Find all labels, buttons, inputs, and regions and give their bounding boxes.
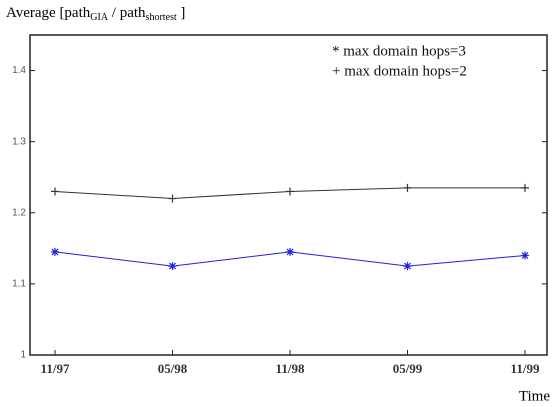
title-sub: GIA [90,12,109,23]
title-part: Average [path [6,5,91,21]
y-tick-label: 1.4 [12,65,26,76]
y-tick-label: 1.3 [12,136,26,147]
x-tick-label: 11/97 [41,361,70,376]
title-sub: shortest [146,12,177,23]
y-tick-label: 1.2 [12,207,26,218]
x-tick-label: 05/99 [393,361,423,376]
point [521,251,529,260]
legend-entry: + max domain hops=2 [332,63,467,79]
y-axis-title: Average [pathGIA / pathshortest ] [6,5,185,23]
x-tick-label: 05/98 [158,361,188,376]
x-axis-title: Time [519,388,550,404]
title-part: ] [177,5,186,21]
point [51,247,59,256]
y-tick-label: 1 [20,350,26,361]
point [286,247,294,256]
point [51,187,59,196]
y-tick-label: 1.1 [12,279,26,290]
x-tick-label: 11/99 [511,361,540,376]
title-part: / path [108,5,146,21]
plot-frame [29,34,548,356]
legend-entry: * max domain hops=3 [332,43,466,59]
point [286,187,294,196]
x-tick-label: 11/98 [276,361,305,376]
point [403,262,412,271]
point [168,194,177,203]
point [403,183,412,192]
point [168,262,177,271]
point [521,183,529,192]
